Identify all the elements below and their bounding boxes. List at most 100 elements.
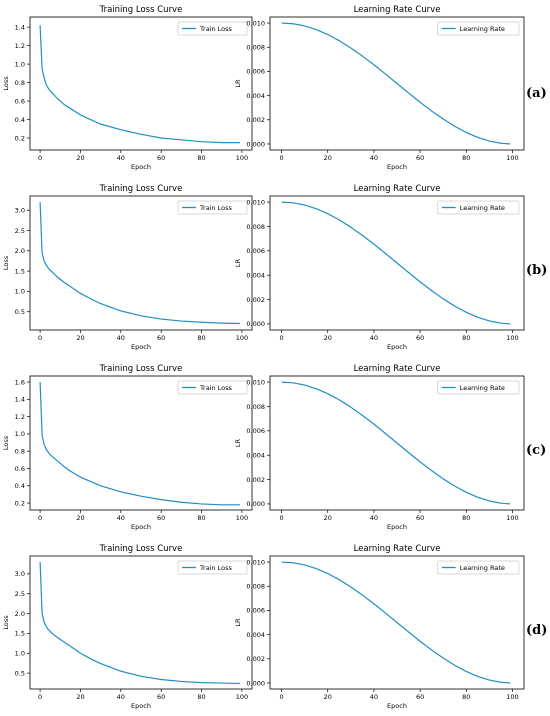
y-axis-label: LR: [234, 258, 242, 267]
y-axis-label: Loss: [2, 615, 10, 630]
y-tick-label: 0.4: [15, 116, 25, 124]
x-tick-label: 60: [416, 334, 424, 342]
x-axis-label: Epoch: [387, 523, 407, 531]
chart-title: Learning Rate Curve: [354, 184, 441, 194]
chart-title: Training Loss Curve: [99, 5, 183, 15]
y-axis-label: LR: [234, 438, 242, 447]
x-tick-label: 100: [236, 693, 248, 701]
x-tick-label: 40: [117, 334, 125, 342]
y-tick-label: 0.004: [246, 271, 265, 279]
y-tick-label: 0.000: [246, 500, 265, 508]
x-tick-label: 40: [117, 514, 125, 522]
x-tick-label: 20: [324, 693, 332, 701]
y-tick-label: 0.002: [246, 476, 265, 484]
y-tick-label: 1.0: [15, 60, 25, 68]
legend-label: Train Loss: [199, 204, 233, 212]
y-tick-label: 1.2: [15, 413, 25, 421]
x-tick-label: 100: [506, 514, 518, 522]
x-tick-label: 100: [506, 693, 518, 701]
y-tick-label: 0.002: [246, 655, 265, 663]
y-tick-label: 0.008: [246, 403, 265, 411]
x-tick-label: 60: [157, 514, 165, 522]
y-tick-label: 0.004: [246, 92, 265, 100]
series-line-train-loss: [39, 382, 240, 506]
x-tick-label: 100: [236, 334, 248, 342]
series-line-train-loss: [39, 202, 240, 325]
x-tick-label: 100: [506, 334, 518, 342]
x-tick-label: 0: [38, 514, 42, 522]
y-tick-label: 3.0: [15, 570, 25, 578]
x-axis-label: Epoch: [387, 702, 407, 710]
x-tick-label: 60: [416, 693, 424, 701]
y-tick-label: 0.8: [15, 448, 25, 456]
plot-frame: [29, 555, 253, 690]
panel-label-d: (d): [526, 623, 548, 638]
x-tick-label: 0: [38, 154, 42, 162]
legend-label: Train Loss: [199, 25, 233, 33]
y-tick-label: 0.5: [15, 308, 25, 316]
x-tick-label: 80: [462, 693, 470, 701]
x-tick-label: 80: [197, 154, 205, 162]
x-tick-label: 0: [38, 693, 42, 701]
x-tick-label: 0: [38, 334, 42, 342]
y-axis-label: Loss: [2, 255, 10, 270]
plot-frame: [29, 16, 253, 151]
legend-box: [437, 21, 520, 36]
x-axis-label: Epoch: [131, 702, 151, 710]
y-tick-label: 1.5: [15, 267, 25, 275]
chart-panel-0: Training Loss Curve 0 20 40 60 80 100 0.2 0.4 0.6…: [2, 5, 253, 171]
y-tick-label: 0.4: [15, 482, 25, 490]
series-line-learning-rate: [281, 22, 511, 145]
y-tick-label: 2.5: [15, 227, 25, 235]
series-line-learning-rate: [281, 201, 511, 325]
x-tick-label: 20: [324, 514, 332, 522]
y-axis-label: LR: [234, 618, 242, 627]
y-tick-label: 0.006: [246, 607, 265, 615]
x-tick-label: 20: [324, 154, 332, 162]
panel-label-a: (a): [526, 86, 547, 101]
chart-panel-6: Training Loss Curve 0 20 40 60 80 100 0.5 1.0 1.5…: [2, 544, 253, 710]
y-tick-label: 1.2: [15, 42, 25, 50]
y-tick-label: 1.6: [15, 378, 25, 386]
panel-label-b: (b): [526, 263, 548, 278]
chart-title: Learning Rate Curve: [354, 5, 441, 15]
x-tick-label: 60: [157, 693, 165, 701]
x-tick-label: 40: [117, 154, 125, 162]
chart-title: Training Loss Curve: [99, 544, 183, 554]
y-tick-label: 0.000: [246, 320, 265, 328]
x-tick-label: 40: [370, 693, 378, 701]
x-tick-label: 100: [506, 154, 518, 162]
legend-box: [437, 380, 520, 395]
x-tick-label: 60: [157, 334, 165, 342]
x-tick-label: 60: [416, 154, 424, 162]
y-tick-label: 0.008: [246, 583, 265, 591]
chart-title: Learning Rate Curve: [354, 544, 441, 554]
legend-box: [177, 21, 248, 36]
y-tick-label: 3.0: [15, 207, 25, 215]
series-line-learning-rate: [281, 381, 511, 505]
x-tick-label: 20: [76, 693, 84, 701]
y-tick-label: 0.5: [15, 669, 25, 677]
plot-frame: [269, 375, 525, 511]
chart-panel-2: Training Loss Curve 0 20 40 60 80 100 0.5 1.0 1.5…: [2, 184, 253, 351]
y-tick-label: 0.002: [246, 116, 265, 124]
chart-panel-1: Learning Rate Curve 0 20 40 60 80 100 0.000 0.00…: [234, 5, 525, 171]
x-axis-label: Epoch: [387, 163, 407, 171]
x-axis-label: Epoch: [131, 523, 151, 531]
legend-label: Learning Rate: [460, 25, 505, 33]
y-tick-label: 1.4: [15, 23, 25, 31]
chart-panel-7: Learning Rate Curve 0 20 40 60 80 100 0.000 0.00…: [234, 544, 525, 710]
x-axis-label: Epoch: [387, 343, 407, 351]
plot-frame: [269, 195, 525, 331]
x-tick-label: 40: [370, 154, 378, 162]
series-line-learning-rate: [281, 561, 511, 684]
legend-label: Learning Rate: [460, 384, 505, 392]
legend-label: Learning Rate: [460, 204, 505, 212]
y-tick-label: 0.006: [246, 427, 265, 435]
y-tick-label: 0.6: [15, 97, 25, 105]
legend-box: [437, 200, 520, 215]
y-tick-label: 0.6: [15, 465, 25, 473]
x-axis-label: Epoch: [131, 343, 151, 351]
y-axis-label: Loss: [2, 76, 10, 91]
